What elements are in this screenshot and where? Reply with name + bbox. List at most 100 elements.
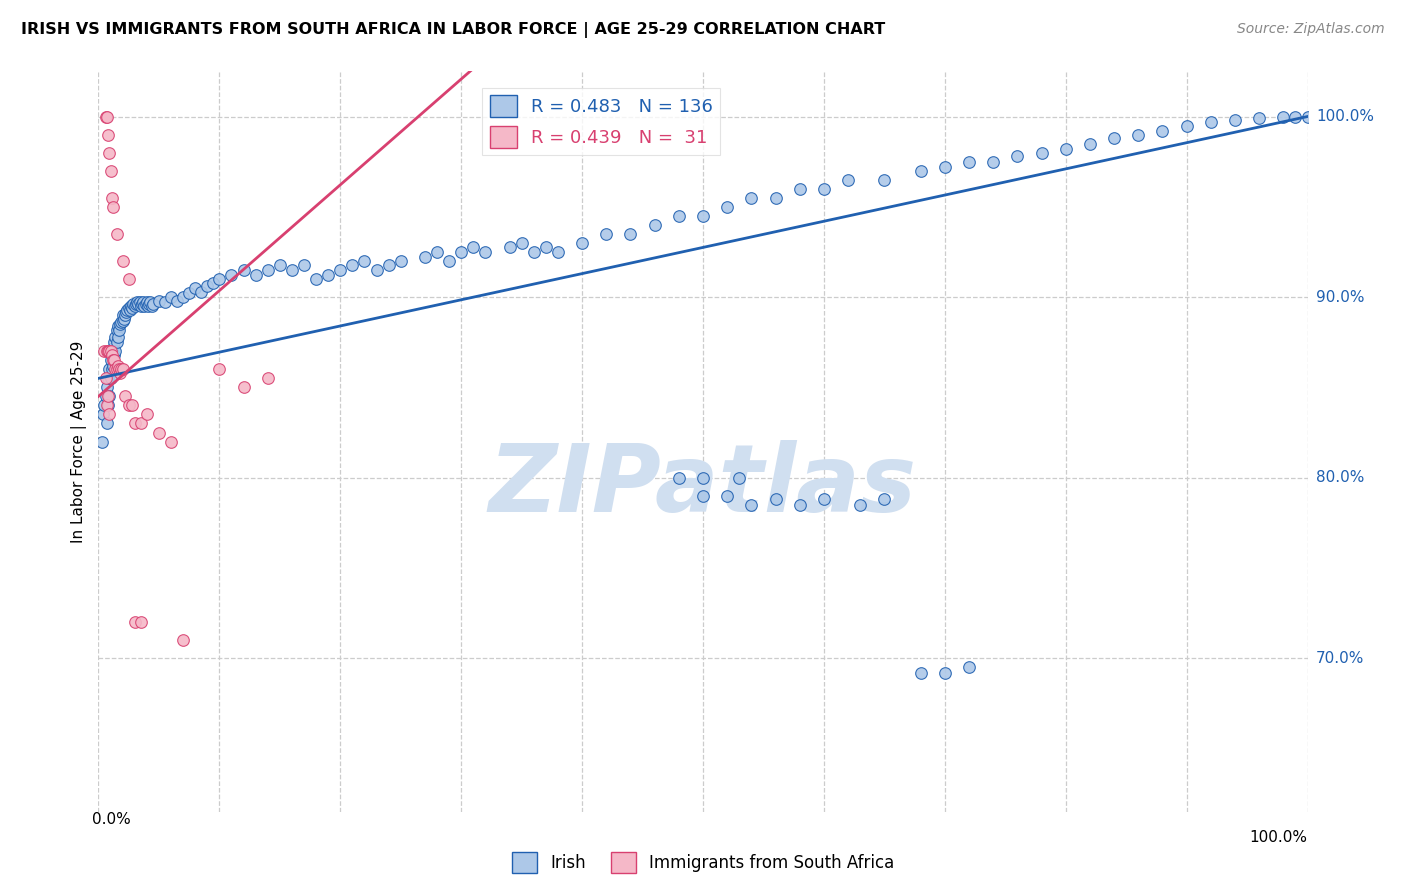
Point [208,272,231,286]
Point [101,359,124,373]
Point [692,209,714,223]
Point [129,615,152,629]
Point [114,389,136,403]
Point [510,235,533,250]
Point [108,322,131,336]
Point [366,263,388,277]
Point [100,353,122,368]
Point [104,330,127,344]
Point [873,492,896,507]
Point [111,313,134,327]
Point [692,489,714,503]
Point [98,389,121,403]
Point [108,366,131,380]
Point [125,297,148,311]
Point [377,258,399,272]
Point [463,239,485,253]
Point [184,281,207,295]
Legend: R = 0.483   N = 136, R = 0.439   N =  31: R = 0.483 N = 136, R = 0.439 N = 31 [482,87,720,155]
Point [221,268,243,283]
Point [98,344,121,359]
Point [103,348,125,362]
Point [115,304,138,318]
Point [118,302,141,317]
Point [110,315,132,329]
Point [740,498,762,512]
Point [172,633,194,648]
Point [716,489,738,503]
Point [101,200,124,214]
Point [118,399,141,413]
Point [141,299,163,313]
Point [1031,145,1053,160]
Point [1175,119,1198,133]
Point [426,244,449,259]
Point [765,492,787,507]
Point [329,263,352,277]
Point [104,344,127,359]
Y-axis label: In Labor Force | Age 25-29: In Labor Force | Age 25-29 [72,341,87,542]
Point [281,263,304,277]
Point [547,244,569,259]
Point [124,417,146,431]
Point [129,417,152,431]
Point [1007,149,1029,163]
Point [108,317,131,331]
Point [110,362,132,376]
Point [100,362,122,376]
Point [202,276,225,290]
Point [813,492,835,507]
Point [96,417,118,431]
Point [316,268,339,283]
Point [100,344,122,359]
Point [957,154,980,169]
Point [124,615,146,629]
Point [112,311,135,326]
Text: 70.0%: 70.0% [1316,651,1364,665]
Legend: Irish, Immigrants from South Africa: Irish, Immigrants from South Africa [505,846,901,880]
Point [105,227,128,241]
Point [232,263,254,277]
Point [98,145,121,160]
Point [118,272,141,286]
Point [256,263,278,277]
Point [139,295,162,310]
Point [1102,131,1125,145]
Point [131,297,153,311]
Point [450,244,472,259]
Point [132,295,155,310]
Point [117,302,139,317]
Text: 100.0%: 100.0% [1316,109,1374,124]
Point [100,344,122,359]
Point [97,399,120,413]
Text: ZIPatlas: ZIPatlas [489,440,917,532]
Point [256,371,278,385]
Point [789,182,811,196]
Point [135,297,157,311]
Point [644,218,666,232]
Point [114,308,136,322]
Point [153,295,176,310]
Point [107,359,129,373]
Point [124,299,146,313]
Point [740,191,762,205]
Point [96,344,118,359]
Point [111,254,134,268]
Point [1223,113,1246,128]
Point [96,110,118,124]
Point [136,299,159,313]
Point [122,297,145,311]
Point [245,268,267,283]
Text: 80.0%: 80.0% [1316,470,1364,485]
Point [105,362,128,376]
Point [172,290,194,304]
Point [96,399,118,413]
Point [98,408,121,422]
Point [353,254,375,268]
Point [957,660,980,674]
Point [135,408,157,422]
Point [474,244,496,259]
Point [837,172,859,186]
Point [148,293,170,308]
Point [1128,128,1150,142]
